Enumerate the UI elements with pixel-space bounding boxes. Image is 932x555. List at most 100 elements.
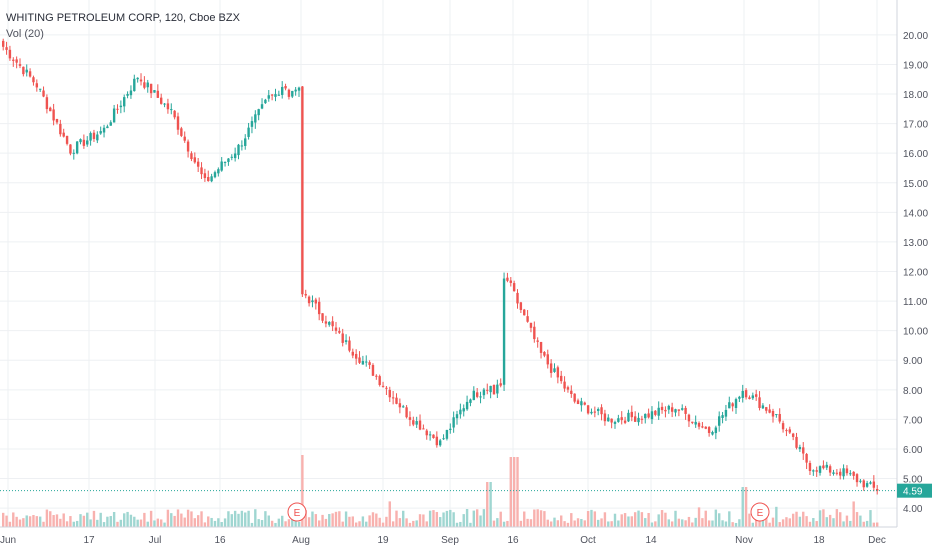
- candle-body: [149, 83, 153, 94]
- symbol-title: WHITING PETROLEUM CORP, 120, Cboe BZX: [6, 12, 240, 24]
- volume-bar: [812, 518, 815, 527]
- volume-bar: [664, 512, 667, 527]
- candle-body: [307, 296, 311, 304]
- volume-bar: [102, 522, 106, 527]
- candle-body: [865, 483, 869, 487]
- volume-bar: [247, 510, 250, 527]
- volume-bar: [718, 513, 721, 527]
- volume-bar: [785, 517, 788, 527]
- candle-body: [69, 144, 72, 154]
- candle-body: [697, 422, 701, 427]
- volume-bar: [388, 501, 391, 527]
- volume-bar: [563, 521, 566, 527]
- candle-body: [159, 97, 163, 104]
- y-tick-label: 15.00: [903, 179, 928, 190]
- volume-bar: [38, 516, 42, 527]
- candle-body: [455, 414, 459, 419]
- candle-body: [402, 406, 405, 408]
- volume-bar: [42, 521, 45, 527]
- volume-bar: [163, 522, 166, 527]
- volume-bar: [600, 518, 603, 527]
- volume-bar: [207, 516, 210, 527]
- candle-body: [244, 138, 247, 146]
- candle-body: [354, 353, 358, 359]
- candle-body: [529, 322, 533, 328]
- candle-body: [338, 331, 341, 333]
- volume-bar: [523, 511, 526, 527]
- candle-body: [328, 322, 331, 325]
- volume-bar: [210, 517, 213, 527]
- volume-bar: [556, 520, 560, 527]
- candle-body: [267, 95, 270, 99]
- candle-body: [657, 407, 660, 416]
- candle-body: [711, 431, 714, 435]
- candle-body: [12, 59, 15, 61]
- chart-legend: WHITING PETROLEUM CORP, 120, Cboe BZX Vo…: [6, 10, 240, 42]
- volume-bar: [607, 521, 610, 527]
- candle-body: [227, 158, 230, 162]
- volume-bar: [502, 521, 506, 527]
- volume-bar: [304, 510, 307, 527]
- volume-bar: [2, 512, 5, 527]
- volume-bar: [623, 513, 627, 527]
- candle-body: [496, 384, 499, 394]
- y-tick-label: 17.00: [903, 120, 928, 131]
- candle-body: [862, 480, 865, 488]
- volume-bar: [257, 519, 260, 527]
- candle-body: [281, 86, 284, 95]
- candle-body: [126, 94, 129, 96]
- volume-bar: [660, 510, 664, 527]
- volume-bar: [482, 509, 486, 527]
- volume-bar: [876, 522, 879, 527]
- y-tick-label: 6.00: [903, 445, 923, 456]
- y-tick-label: 10.00: [903, 327, 928, 338]
- volume-bar: [244, 512, 247, 527]
- volume-bar: [351, 516, 354, 527]
- volume-bar: [704, 510, 707, 527]
- candle-body: [106, 126, 109, 129]
- candle-body: [15, 59, 18, 63]
- candle-body: [459, 409, 462, 415]
- candle-body: [18, 64, 22, 66]
- volume-bar: [852, 501, 855, 527]
- candle-body: [718, 416, 721, 426]
- candle-body: [637, 417, 640, 423]
- candle-body: [724, 409, 728, 417]
- y-tick-label: 19.00: [903, 60, 928, 71]
- volume-bar: [203, 522, 207, 527]
- volume-bar: [576, 518, 580, 527]
- volume-bar: [778, 522, 781, 527]
- volume-bar: [795, 511, 798, 527]
- volume-bar: [862, 521, 865, 527]
- candle-body: [660, 406, 664, 411]
- volume-bar: [744, 487, 748, 527]
- candle-body: [109, 122, 112, 126]
- volume-bar: [633, 512, 637, 527]
- candle-body: [714, 427, 718, 434]
- candle-body: [445, 429, 449, 439]
- volume-bar: [284, 521, 287, 527]
- candle-body: [566, 387, 570, 390]
- volume-bar: [196, 515, 200, 527]
- volume-bar: [630, 516, 634, 527]
- volume-bar: [455, 522, 459, 527]
- candle-body: [738, 396, 741, 399]
- volume-bar: [721, 520, 724, 527]
- x-tick-label: Nov: [735, 535, 753, 546]
- candle-body: [536, 340, 539, 342]
- candle-body: [49, 107, 52, 112]
- candle-body: [75, 141, 79, 154]
- candle-body: [489, 385, 492, 393]
- volume-bar: [570, 513, 573, 527]
- candle-body: [546, 354, 549, 365]
- candle-body: [795, 436, 798, 448]
- volume-bar: [237, 513, 240, 527]
- volume-bar: [52, 515, 55, 527]
- candle-body: [38, 88, 42, 90]
- volume-bar: [176, 509, 180, 527]
- volume-bar: [15, 516, 18, 527]
- volume-bar: [22, 518, 25, 527]
- volume-bar: [314, 514, 318, 527]
